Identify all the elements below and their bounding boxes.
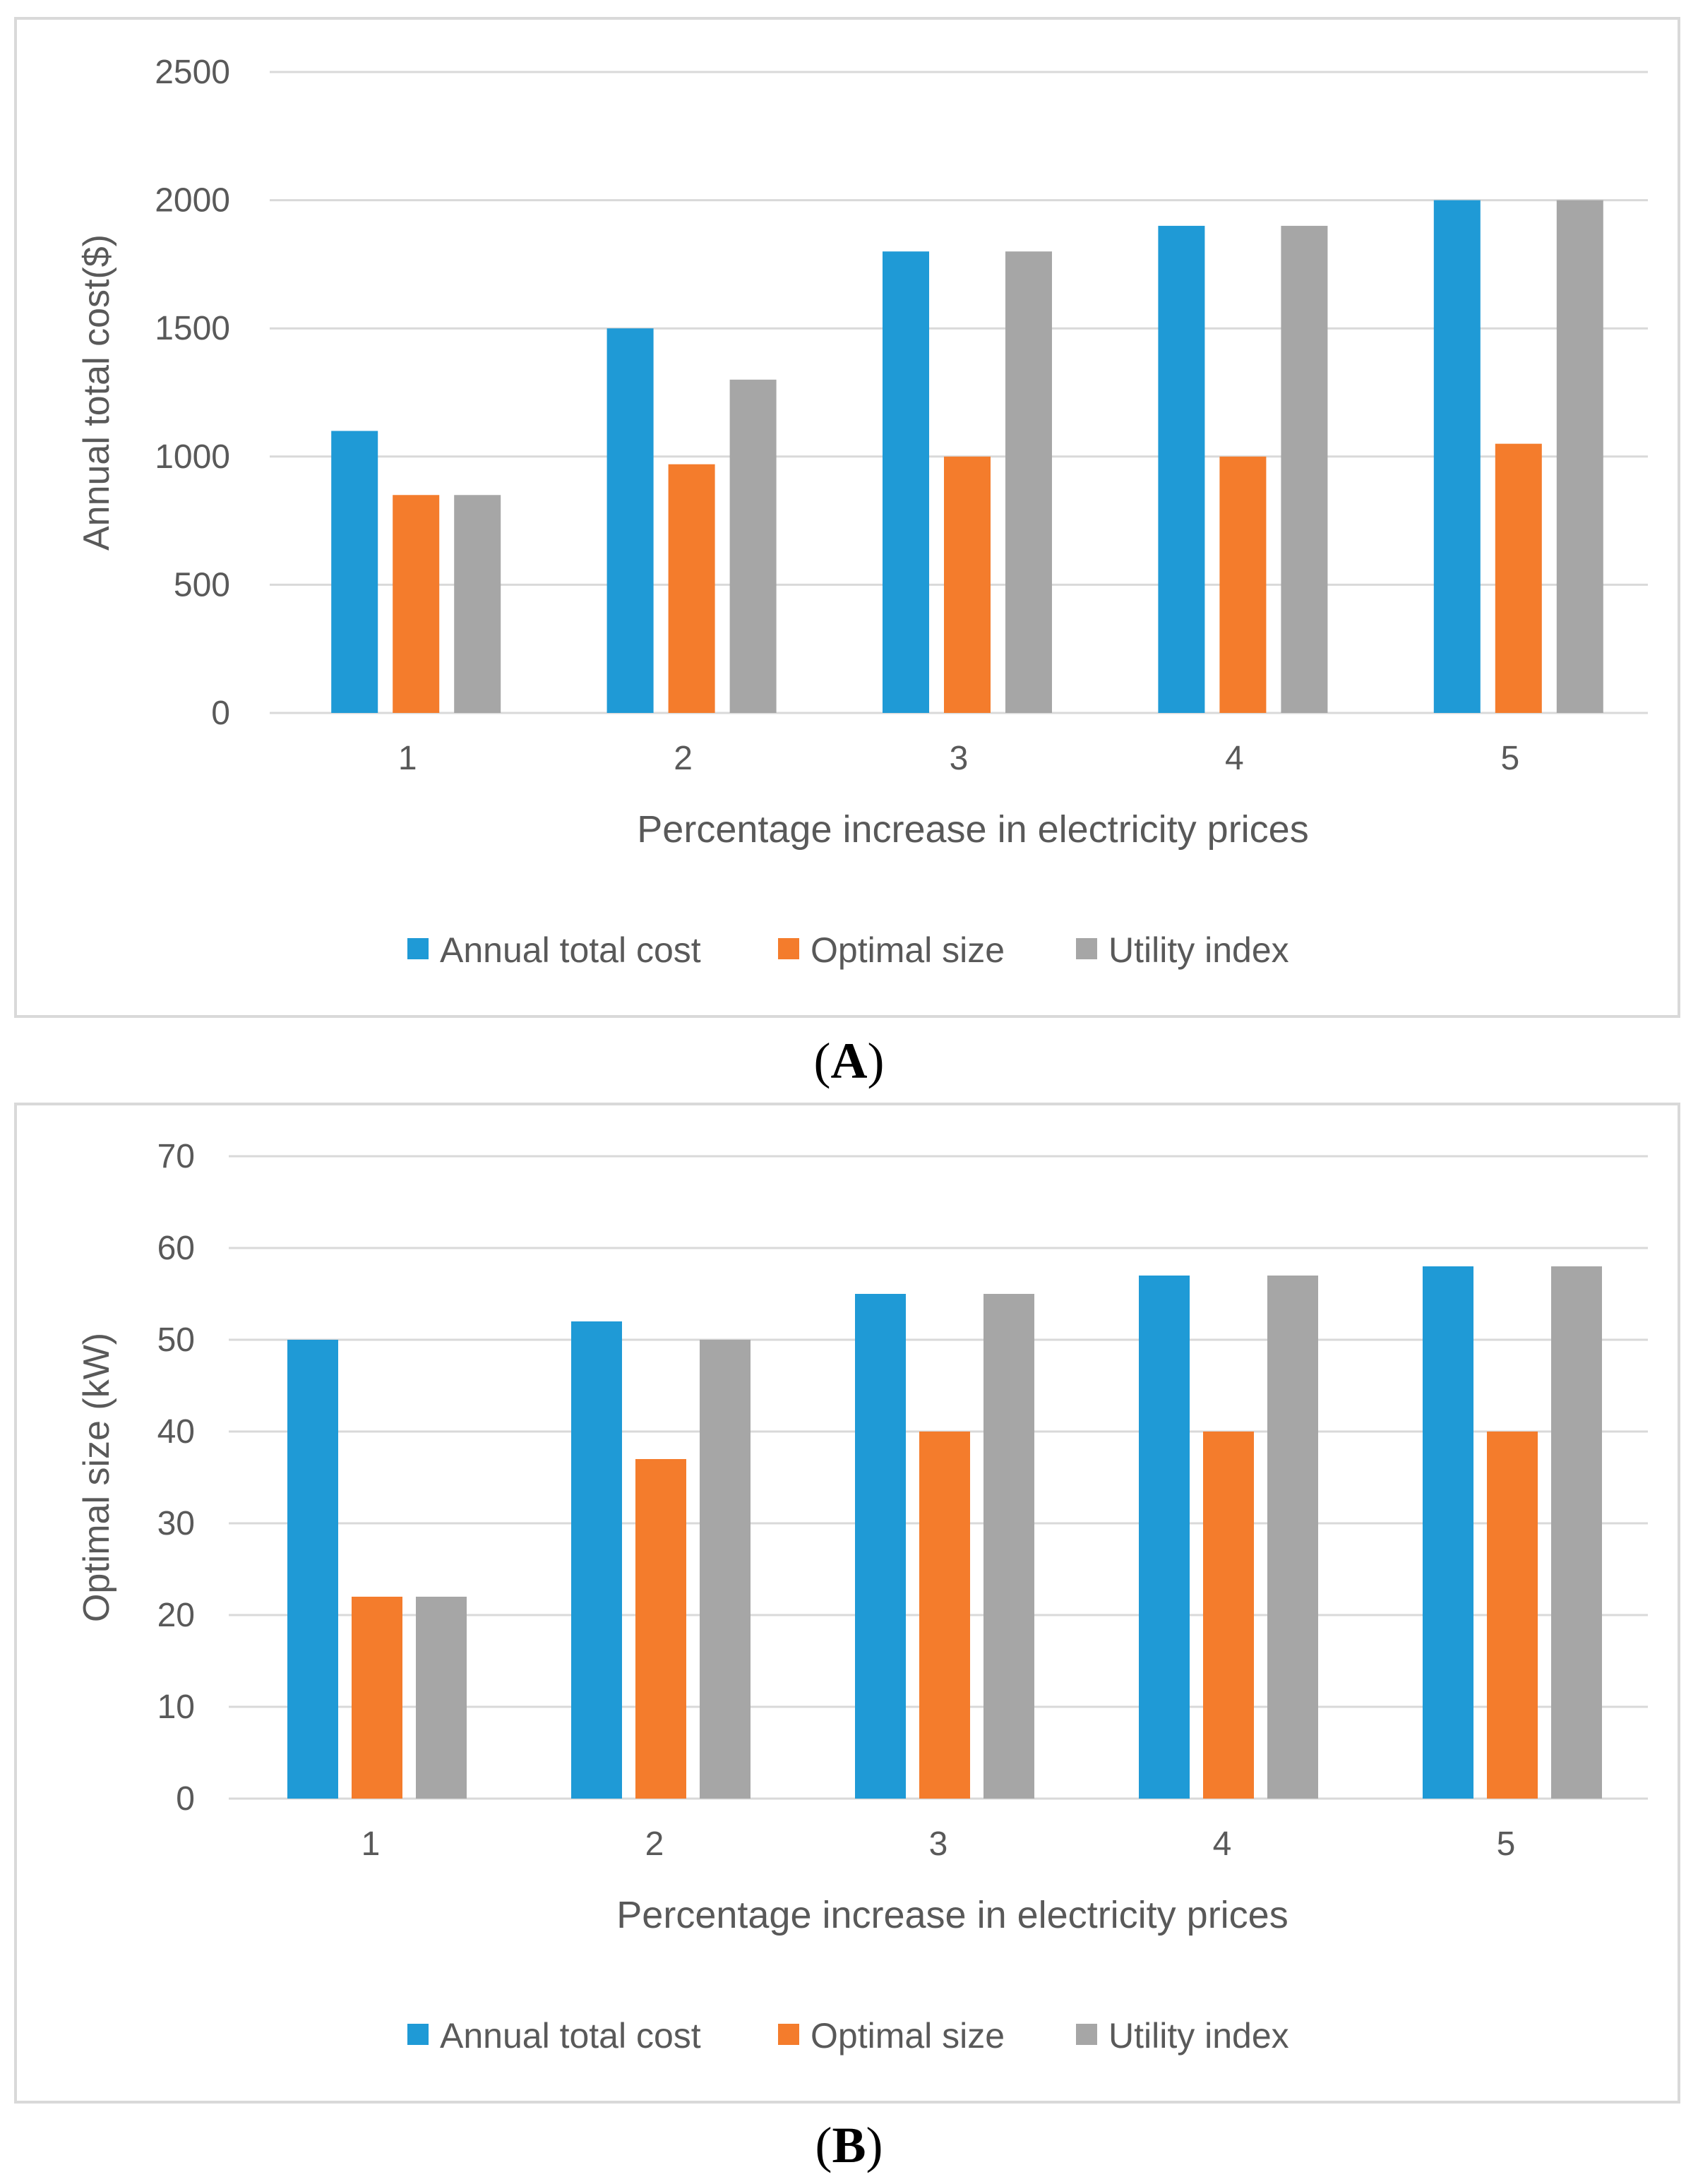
- chart-b-bar-optimal-size: [1203, 1432, 1254, 1799]
- chart-a-bar-optimal-size: [668, 464, 715, 713]
- chart-b-bar-optimal-size: [352, 1597, 402, 1799]
- chart-a-svg: 0 500 1000 1500 2000 2500 Annual total cost($)…: [76, 54, 1648, 970]
- chart-b-svg: 0 10 20 30 40 50 60 70 Optimal size (kW) 1 2 3 4 5 Per…: [76, 1138, 1648, 2056]
- chart-a-xtick-label: 4: [1225, 740, 1244, 777]
- chart-a-legend-label: Utility index: [1108, 930, 1289, 970]
- chart-b-xtick-label: 3: [929, 1825, 948, 1863]
- chart-a-bar-utility-index: [1005, 251, 1052, 713]
- chart-b-bar-annual-total-cost: [1423, 1266, 1473, 1799]
- chart-b-xtick-label: 5: [1497, 1825, 1516, 1863]
- chart-b-bar-optimal-size: [1487, 1432, 1538, 1799]
- chart-b-bar-utility-index: [1551, 1266, 1602, 1799]
- chart-a-ytick-label: 1000: [155, 438, 230, 476]
- chart-a-bar-utility-index: [729, 379, 777, 713]
- chart-a-xtick-label: 2: [674, 740, 693, 777]
- chart-b-legend-label: Annual total cost: [440, 2016, 701, 2056]
- chart-b-xtick-label: 2: [645, 1825, 664, 1863]
- chart-a-bar-utility-index: [1281, 225, 1328, 713]
- chart-b-xlabel: Percentage increase in electricity price…: [616, 1894, 1288, 1936]
- chart-a-bar-utility-index: [1556, 200, 1603, 714]
- chart-a-ytick-label: 0: [211, 695, 230, 732]
- chart-b-ytick-label: 50: [157, 1321, 195, 1359]
- chart-a-bar-utility-index: [454, 495, 501, 713]
- chart-b-ytick-label: 0: [176, 1780, 195, 1818]
- chart-b-bar-utility-index: [700, 1340, 751, 1799]
- chart-a-ytick-label: 2000: [155, 182, 230, 220]
- chart-a-ytick-label: 1500: [155, 310, 230, 347]
- chart-a-legend-swatch: [407, 938, 429, 959]
- chart-a-caption: (A): [813, 1033, 885, 1089]
- chart-a-bar-annual-total-cost: [1433, 200, 1481, 714]
- chart-a-ytick-label: 2500: [155, 54, 230, 91]
- chart-b-bar-annual-total-cost: [855, 1294, 906, 1799]
- chart-b-bar-annual-total-cost: [571, 1321, 622, 1799]
- chart-a-legend-swatch: [1076, 938, 1097, 959]
- chart-a-bar-annual-total-cost: [606, 328, 654, 713]
- chart-a-xtick-label: 5: [1500, 740, 1519, 777]
- chart-b-bar-utility-index: [983, 1294, 1034, 1799]
- chart-b-bar-utility-index: [1267, 1276, 1318, 1799]
- chart-a-ylabel: Annual total cost($): [76, 234, 117, 551]
- chart-a-xlabel: Percentage increase in electricity price…: [637, 808, 1308, 851]
- chart-b-bar-annual-total-cost: [1139, 1276, 1190, 1799]
- chart-a-bar-annual-total-cost: [331, 431, 378, 713]
- chart-a-legend-label: Annual total cost: [440, 930, 701, 970]
- chart-a-xtick-label: 1: [398, 740, 417, 777]
- chart-b-legend-label: Optimal size: [811, 2016, 1005, 2056]
- chart-b-legend-swatch: [1076, 2024, 1097, 2045]
- chart-b-xtick-label: 1: [361, 1825, 381, 1863]
- chart-b-ytick-label: 10: [157, 1688, 195, 1726]
- chart-b-bar-utility-index: [416, 1597, 467, 1799]
- chart-b-legend-swatch: [778, 2024, 799, 2045]
- chart-b-bar-annual-total-cost: [287, 1340, 338, 1799]
- chart-b-bar-optimal-size: [635, 1459, 686, 1799]
- chart-b-legend-label: Utility index: [1108, 2016, 1289, 2056]
- chart-a-bar-annual-total-cost: [1158, 225, 1205, 713]
- chart-b-caption: (B): [815, 2117, 883, 2173]
- chart-b-ytick-label: 30: [157, 1505, 195, 1542]
- chart-a-bar-optimal-size: [944, 456, 991, 713]
- chart-a-ytick-label: 500: [174, 566, 230, 604]
- chart-b-ylabel: Optimal size (kW): [76, 1333, 117, 1622]
- chart-panel-b: 0 10 20 30 40 50 60 70 Optimal size (kW) 1 2 3 4 5 Per…: [14, 1103, 1680, 2104]
- chart-b-legend-swatch: [407, 2024, 429, 2045]
- chart-b-bar-optimal-size: [919, 1432, 970, 1799]
- chart-panel-a: 0 500 1000 1500 2000 2500 Annual total cost($)…: [14, 17, 1680, 1018]
- chart-a-bar-annual-total-cost: [883, 251, 929, 713]
- chart-a-bar-optimal-size: [1219, 456, 1267, 713]
- chart-b-ytick-label: 60: [157, 1230, 195, 1267]
- chart-a-legend-swatch: [778, 938, 799, 959]
- chart-b-ytick-label: 40: [157, 1413, 195, 1451]
- chart-b-ytick-label: 20: [157, 1597, 195, 1634]
- chart-a-bar-optimal-size: [1495, 443, 1542, 713]
- chart-a-xtick-label: 3: [950, 740, 969, 777]
- chart-b-xtick-label: 4: [1213, 1825, 1232, 1863]
- chart-b-ytick-label: 70: [157, 1138, 195, 1175]
- chart-a-bar-optimal-size: [393, 495, 440, 713]
- chart-a-legend-label: Optimal size: [811, 930, 1005, 970]
